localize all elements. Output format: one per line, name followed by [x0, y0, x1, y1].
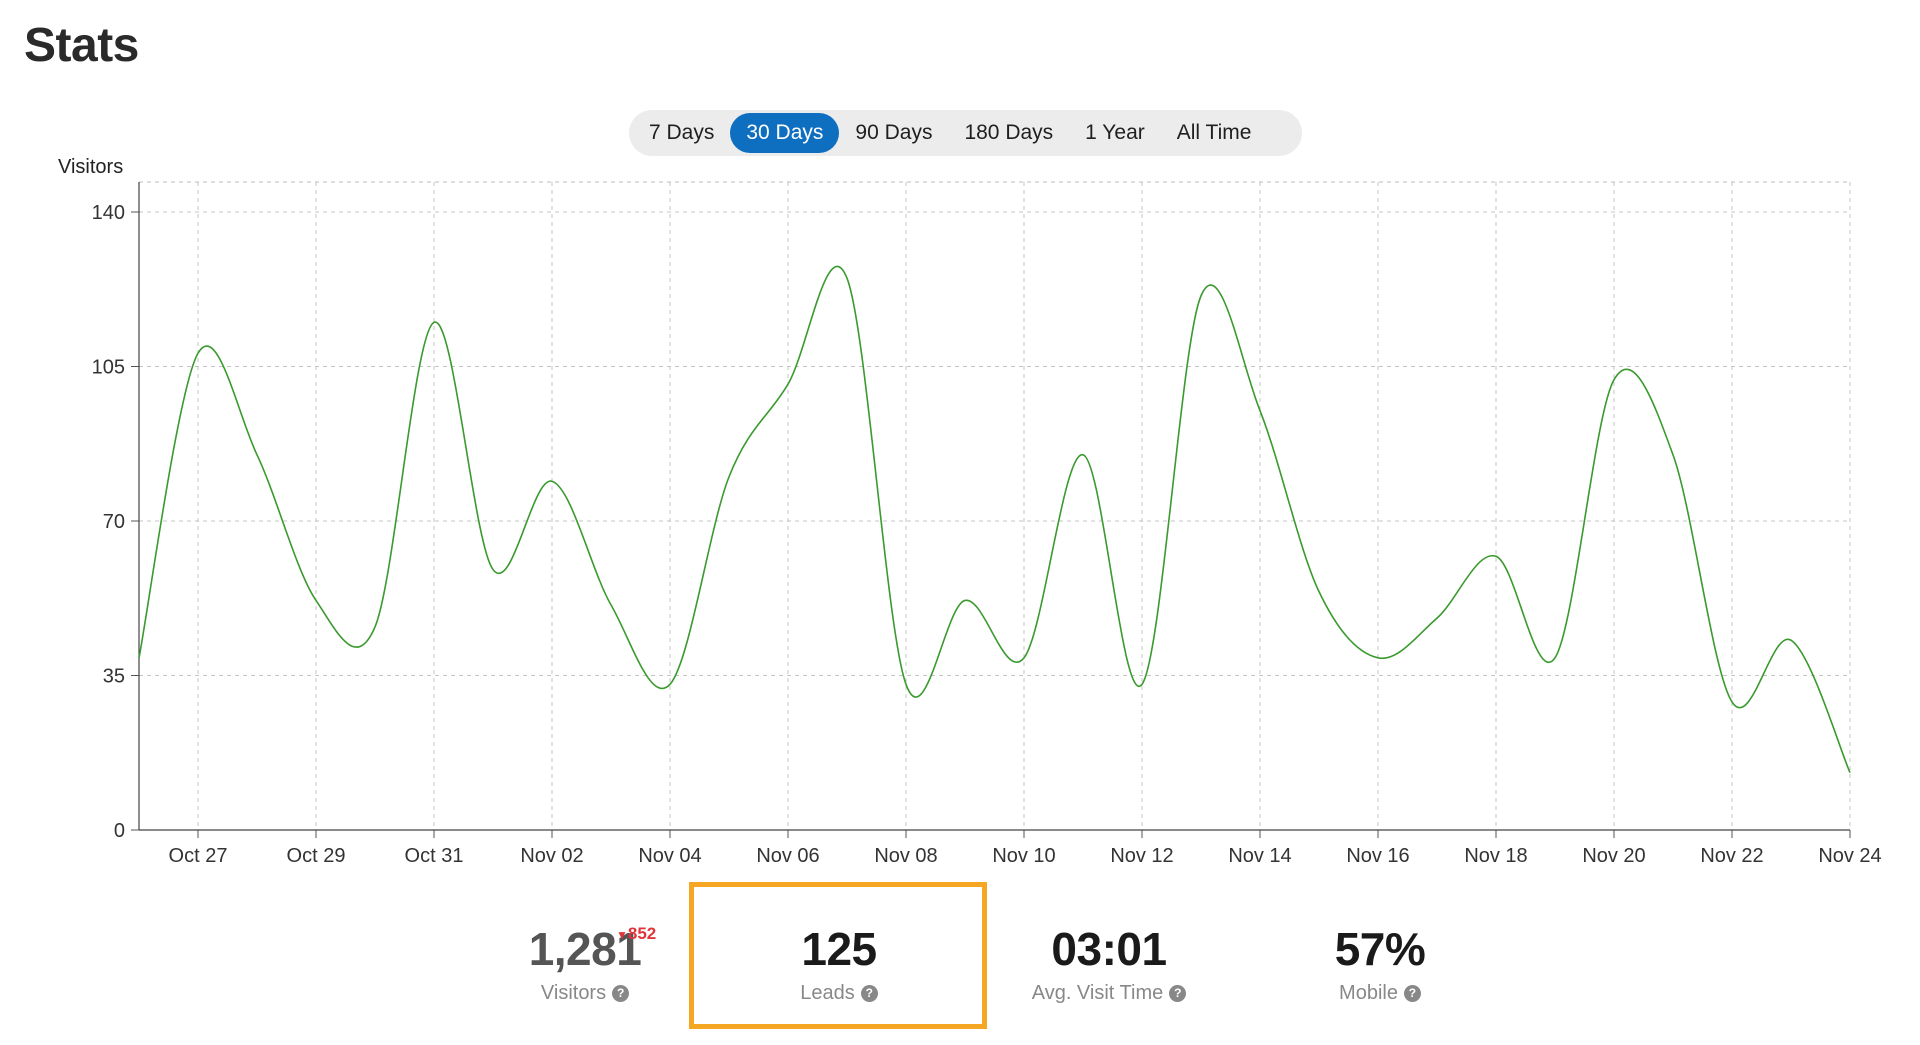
x-tick-label: Nov 20	[1582, 845, 1645, 867]
leads-label: Leads	[800, 982, 855, 1004]
stat-avg-visit-time: 03:01 Avg. Visit Time ?	[1009, 880, 1209, 1005]
x-tick-label: Oct 31	[405, 845, 464, 867]
range-7-days[interactable]: 7 Days	[649, 121, 715, 144]
question-circle-icon[interactable]: ?	[860, 985, 878, 1002]
x-tick-label: Nov 10	[992, 845, 1055, 867]
range-180-days[interactable]: 180 Days	[964, 121, 1054, 144]
y-tick-label: 70	[103, 511, 125, 533]
x-tick-label: Oct 29	[287, 845, 346, 867]
visitors-label: Visitors	[540, 982, 607, 1004]
x-tick-label: Nov 02	[520, 845, 583, 867]
x-tick-label: Nov 12	[1110, 845, 1173, 867]
x-tick-label: Nov 14	[1228, 845, 1291, 867]
visitors-delta: ▼852	[616, 924, 657, 943]
y-axis-title: Visitors	[58, 156, 124, 178]
leads-highlight-box	[689, 882, 987, 1029]
mobile-label: Mobile	[1339, 982, 1398, 1004]
leads-value: 125	[801, 923, 877, 975]
x-tick-label: Nov 24	[1818, 845, 1881, 867]
page-title: Stats	[24, 19, 139, 72]
avg-visit-time-value: 03:01	[1051, 923, 1167, 975]
question-circle-icon[interactable]: ?	[1169, 985, 1187, 1002]
visitors-line-chart: 0 35 70 105 140 Oct 27 Oct 29 Oct 31 Nov 02 Nov 0…	[92, 181, 1882, 867]
x-tick-label: Oct 27	[169, 845, 228, 867]
y-tick-label: 35	[103, 666, 125, 688]
range-30-days[interactable]: 30 Days	[730, 113, 840, 153]
question-circle-icon[interactable]: ?	[1403, 985, 1421, 1002]
y-tick-label: 105	[92, 357, 125, 379]
range-90-days[interactable]: 90 Days	[855, 121, 933, 144]
summary-stats: 1,281 Visitors ? ▼852 125 Leads ? 03:01 …	[0, 880, 1920, 1030]
mobile-value: 57%	[1334, 923, 1426, 975]
visitors-value: 1,281	[528, 923, 642, 975]
x-tick-label: Nov 16	[1346, 845, 1409, 867]
x-tick-label: Nov 18	[1464, 845, 1527, 867]
x-tick-label: Nov 22	[1700, 845, 1763, 867]
avg-visit-time-label: Avg. Visit Time	[1031, 982, 1164, 1004]
range-all-time[interactable]: All Time	[1176, 121, 1252, 144]
x-tick-label: Nov 08	[874, 845, 937, 867]
stat-leads[interactable]: 125 Leads ?	[744, 880, 934, 1005]
stat-visitors: 1,281 Visitors ?	[490, 880, 680, 1005]
y-tick-label: 140	[92, 202, 125, 224]
question-circle-icon[interactable]: ?	[612, 985, 630, 1002]
range-1-year[interactable]: 1 Year	[1085, 121, 1145, 144]
y-tick-label: 0	[114, 820, 125, 842]
x-tick-label: Nov 04	[638, 845, 701, 867]
visitors-series-line	[138, 266, 1851, 773]
stat-mobile: 57% Mobile ?	[1285, 880, 1475, 1005]
date-range-selector: 7 Days 30 Days 90 Days 180 Days 1 Year A…	[629, 110, 1302, 156]
x-tick-label: Nov 06	[756, 845, 819, 867]
down-triangle-icon: ▼	[616, 928, 628, 942]
